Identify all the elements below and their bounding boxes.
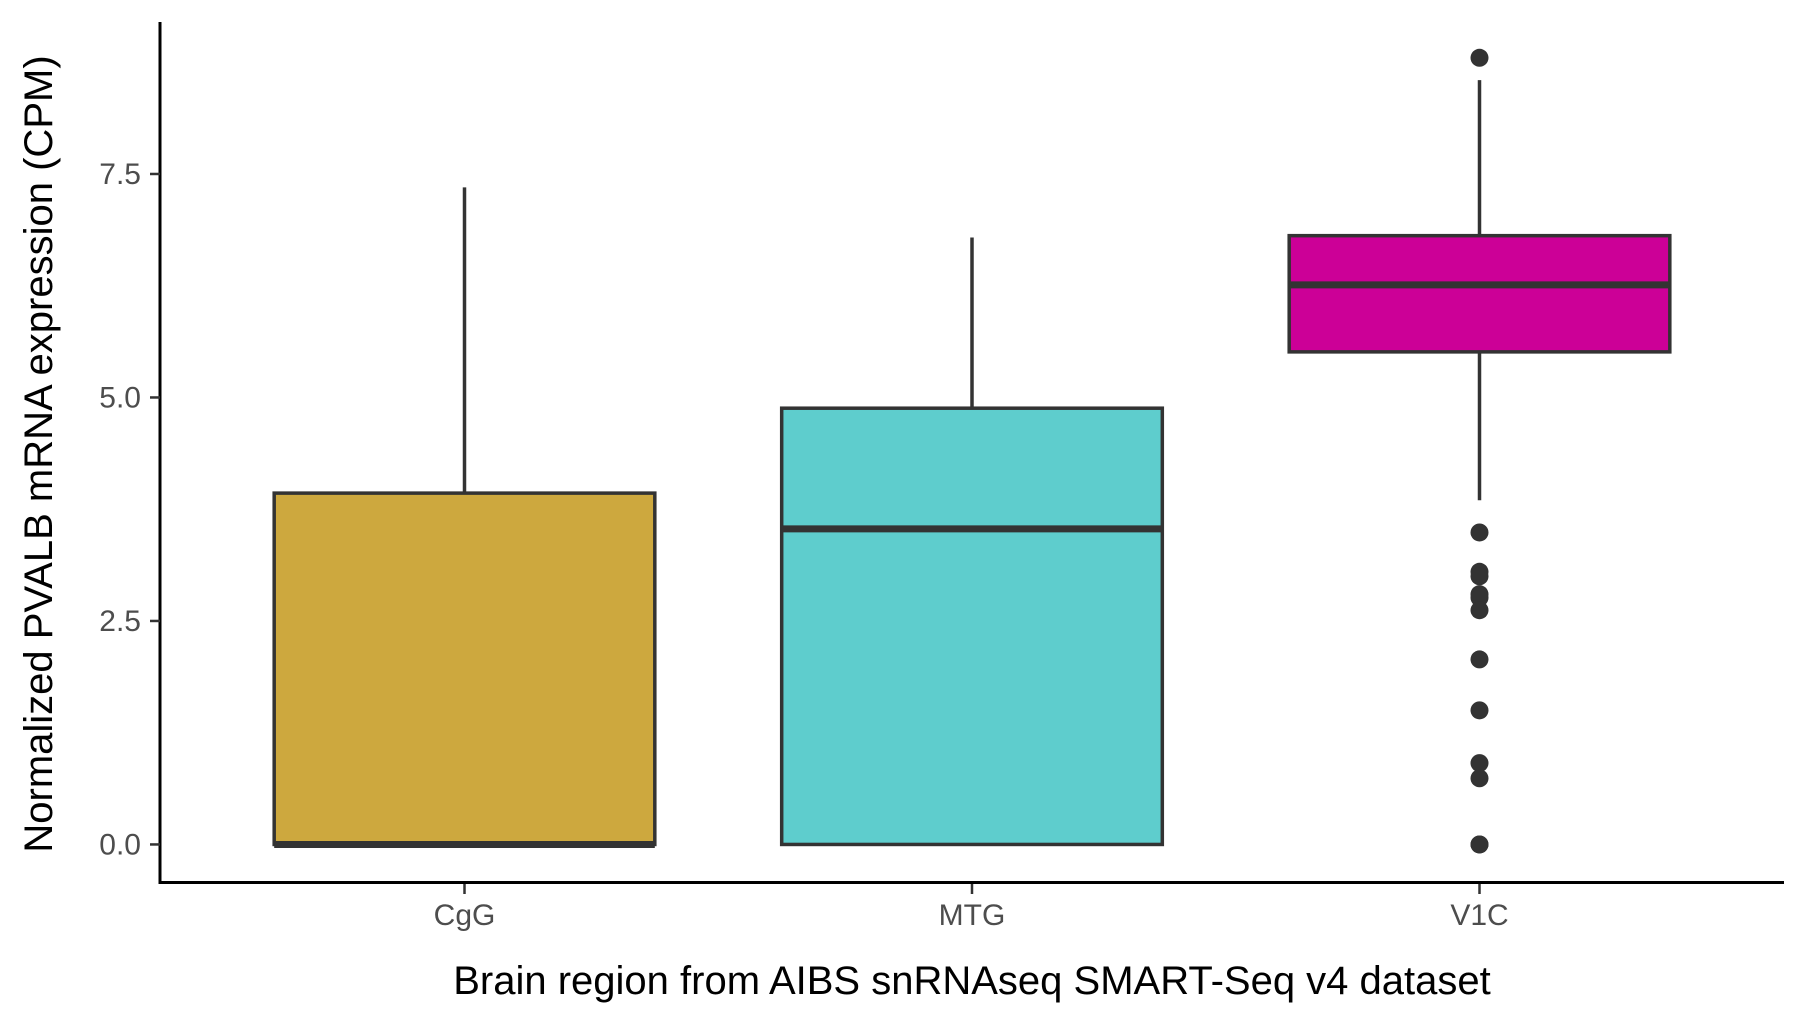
outlier-point	[1470, 835, 1489, 854]
box-group-mtg	[779, 237, 1165, 847]
outlier-point	[1470, 48, 1489, 67]
outlier-point	[1470, 650, 1489, 669]
outlier-point	[1470, 567, 1489, 586]
iqr-box	[1287, 233, 1672, 354]
outlier-point	[1470, 701, 1489, 720]
y-tick-label: 7.5	[99, 158, 141, 191]
iqr-box	[272, 491, 657, 847]
iqr-box	[779, 406, 1165, 847]
outlier-point	[1470, 754, 1489, 773]
x-tick-label: CgG	[434, 899, 496, 932]
outlier-point	[1470, 601, 1489, 620]
x-tick-label: MTG	[939, 899, 1006, 932]
box-group-cgg	[272, 187, 657, 848]
outlier-point	[1470, 588, 1489, 607]
y-axis-title: Normalized PVALB mRNA expression (CPM)	[17, 55, 61, 852]
ticks-layer: 0.0 2.5 5.0 7.5 CgG MTG V1C	[99, 158, 1508, 932]
x-tick-label: V1C	[1450, 899, 1508, 932]
boxes-layer	[272, 48, 1672, 854]
y-tick-label: 0.0	[99, 828, 141, 861]
y-tick-label: 2.5	[99, 605, 141, 638]
outlier-point	[1470, 523, 1489, 542]
axes-layer	[158, 22, 1784, 884]
y-tick-label: 5.0	[99, 381, 141, 414]
box-group-v1c	[1287, 48, 1672, 854]
outlier-point	[1470, 769, 1489, 788]
x-axis-title: Brain region from AIBS snRNAseq SMART-Se…	[453, 959, 1491, 1003]
